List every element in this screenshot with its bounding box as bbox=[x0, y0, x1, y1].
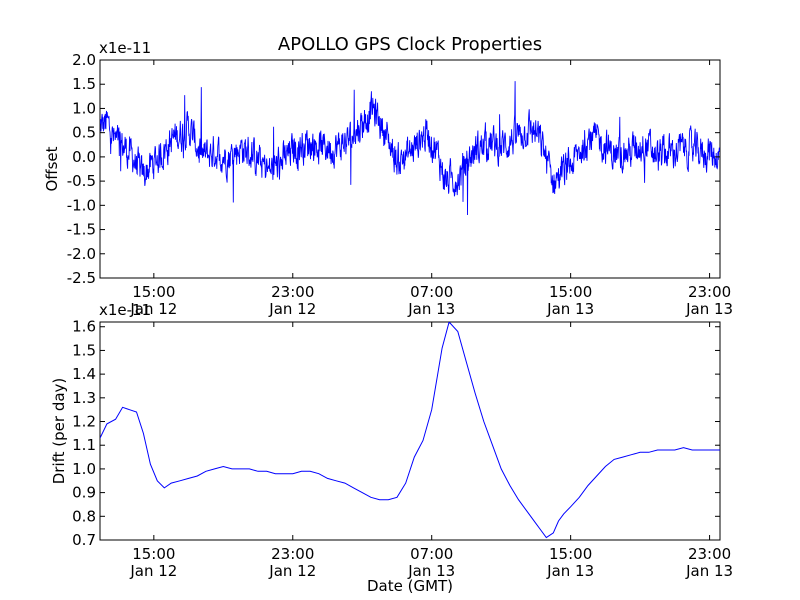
drift-x-tick-date: Jan 12 bbox=[129, 562, 177, 580]
drift-series-line bbox=[100, 322, 720, 539]
drift-y-tick-label: 1.4 bbox=[72, 365, 96, 383]
drift-plot-frame bbox=[99, 321, 721, 541]
drift-x-tick-time: 07:00 bbox=[410, 545, 453, 563]
offset-y-tick-label: -2.0 bbox=[67, 245, 96, 263]
drift-y-tick-label: 0.9 bbox=[72, 484, 96, 502]
drift-x-tick-date: Jan 13 bbox=[685, 562, 733, 580]
offset-y-tick-label: -0.5 bbox=[67, 172, 96, 190]
offset-x-tick-time: 07:00 bbox=[410, 283, 453, 301]
offset-y-tick-label: 2.0 bbox=[72, 51, 96, 69]
x-axis-label: Date (GMT) bbox=[367, 577, 453, 595]
drift-x-tick-date: Jan 13 bbox=[407, 562, 455, 580]
offset-y-axis-label: Offset bbox=[43, 146, 61, 191]
drift-scale-label: x1e-11 bbox=[99, 301, 151, 319]
drift-x-tick-date: Jan 13 bbox=[546, 562, 594, 580]
offset-y-tick-label: -1.5 bbox=[67, 221, 96, 239]
drift-subplot: x1e-11 Drift (per day) 0.7 0.8 0.9 1.0 1.1 1.… bbox=[50, 301, 733, 580]
offset-x-tick-date: Jan 13 bbox=[546, 300, 594, 318]
offset-scale-label: x1e-11 bbox=[99, 39, 151, 57]
offset-x-tick-date: Jan 13 bbox=[685, 300, 733, 318]
drift-y-tick-label: 1.2 bbox=[72, 413, 96, 431]
drift-y-axis-label: Drift (per day) bbox=[50, 378, 68, 485]
offset-y-tick-label: -1.0 bbox=[67, 196, 96, 214]
offset-x-tick-date: Jan 13 bbox=[407, 300, 455, 318]
offset-y-tick-label: 0.0 bbox=[72, 148, 96, 166]
drift-x-tick-time: 15:00 bbox=[549, 545, 592, 563]
offset-y-tick-label: -2.5 bbox=[67, 269, 96, 287]
offset-x-tick-time: 23:00 bbox=[688, 283, 731, 301]
offset-plot-frame bbox=[99, 59, 721, 279]
offset-x-tick-date: Jan 12 bbox=[268, 300, 316, 318]
offset-x-tick-date: Jan 12 bbox=[129, 300, 177, 318]
drift-x-tick-date: Jan 12 bbox=[268, 562, 316, 580]
drift-y-tick-label: 1.6 bbox=[72, 318, 96, 336]
offset-x-tick-time: 15:00 bbox=[549, 283, 592, 301]
drift-y-tick-label: 1.3 bbox=[72, 389, 96, 407]
drift-x-tick-time: 23:00 bbox=[271, 545, 314, 563]
offset-series-line bbox=[100, 81, 720, 216]
drift-y-tick-label: 0.8 bbox=[72, 507, 96, 525]
drift-x-tick-time: 15:00 bbox=[132, 545, 175, 563]
offset-y-tick-label: 0.5 bbox=[72, 124, 96, 142]
offset-subplot: x1e-11 Offset -2.5 -2.0 -1.5 -1.0 -0.5 0.0 0.5… bbox=[43, 39, 733, 318]
drift-x-tick-time: 23:00 bbox=[688, 545, 731, 563]
offset-x-tick-time: 15:00 bbox=[132, 283, 175, 301]
drift-y-tick-label: 1.5 bbox=[72, 341, 96, 359]
offset-x-tick-time: 23:00 bbox=[271, 283, 314, 301]
drift-y-tick-label: 1.1 bbox=[72, 436, 96, 454]
drift-y-tick-label: 1.0 bbox=[72, 460, 96, 478]
drift-y-tick-label: 0.7 bbox=[72, 531, 96, 549]
chart-title: APOLLO GPS Clock Properties bbox=[278, 34, 542, 55]
offset-y-tick-label: 1.5 bbox=[72, 75, 96, 93]
offset-y-tick-label: 1.0 bbox=[72, 99, 96, 117]
